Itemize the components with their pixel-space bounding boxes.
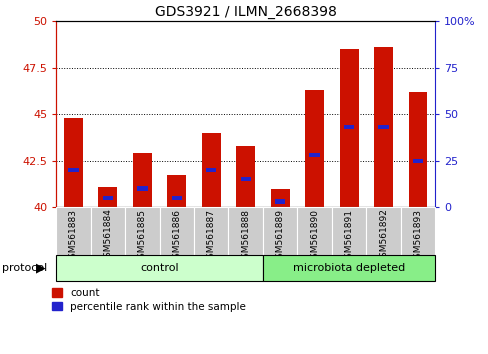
Text: GSM561889: GSM561889 (275, 209, 284, 263)
Bar (90, 207, 125, 255)
Text: microbiota depleted: microbiota depleted (292, 263, 405, 273)
Bar (236, 146, 255, 207)
Bar (373, 47, 392, 207)
Bar (305, 90, 324, 207)
Bar (64, 118, 83, 207)
Bar (159, 207, 194, 255)
Title: GDS3921 / ILMN_2668398: GDS3921 / ILMN_2668398 (155, 5, 336, 19)
Bar (263, 207, 297, 255)
Bar (309, 153, 319, 157)
Text: GSM561886: GSM561886 (172, 209, 181, 263)
Bar (205, 168, 216, 172)
Text: GSM561891: GSM561891 (344, 209, 353, 263)
Bar (171, 196, 182, 200)
Bar (270, 188, 289, 207)
Text: GSM561887: GSM561887 (206, 209, 215, 263)
Bar (102, 196, 113, 200)
Text: GSM561888: GSM561888 (241, 209, 250, 263)
Bar (343, 125, 354, 129)
Legend: count, percentile rank within the sample: count, percentile rank within the sample (52, 289, 246, 312)
Text: ▶: ▶ (36, 262, 45, 275)
Text: GSM561885: GSM561885 (138, 209, 146, 263)
Bar (228, 207, 263, 255)
Bar (68, 168, 79, 172)
Text: GSM561893: GSM561893 (413, 209, 422, 263)
Bar (56, 255, 263, 281)
Bar (98, 187, 117, 207)
Bar (274, 199, 285, 204)
Bar (240, 177, 250, 181)
Bar (202, 133, 220, 207)
Text: GSM561892: GSM561892 (378, 209, 387, 263)
Bar (366, 207, 400, 255)
Bar (133, 153, 152, 207)
Text: GSM561890: GSM561890 (309, 209, 319, 263)
Bar (297, 207, 331, 255)
Bar (331, 207, 366, 255)
Bar (263, 255, 434, 281)
Bar (407, 92, 427, 207)
Bar (56, 207, 90, 255)
Bar (125, 207, 159, 255)
Bar (400, 207, 434, 255)
Bar (339, 49, 358, 207)
Bar (137, 187, 147, 190)
Bar (167, 176, 186, 207)
Bar (412, 159, 422, 163)
Bar (194, 207, 228, 255)
Text: protocol: protocol (2, 263, 48, 273)
Bar (378, 125, 388, 129)
Text: GSM561883: GSM561883 (69, 209, 78, 263)
Text: GSM561884: GSM561884 (103, 209, 112, 263)
Text: control: control (140, 263, 179, 273)
